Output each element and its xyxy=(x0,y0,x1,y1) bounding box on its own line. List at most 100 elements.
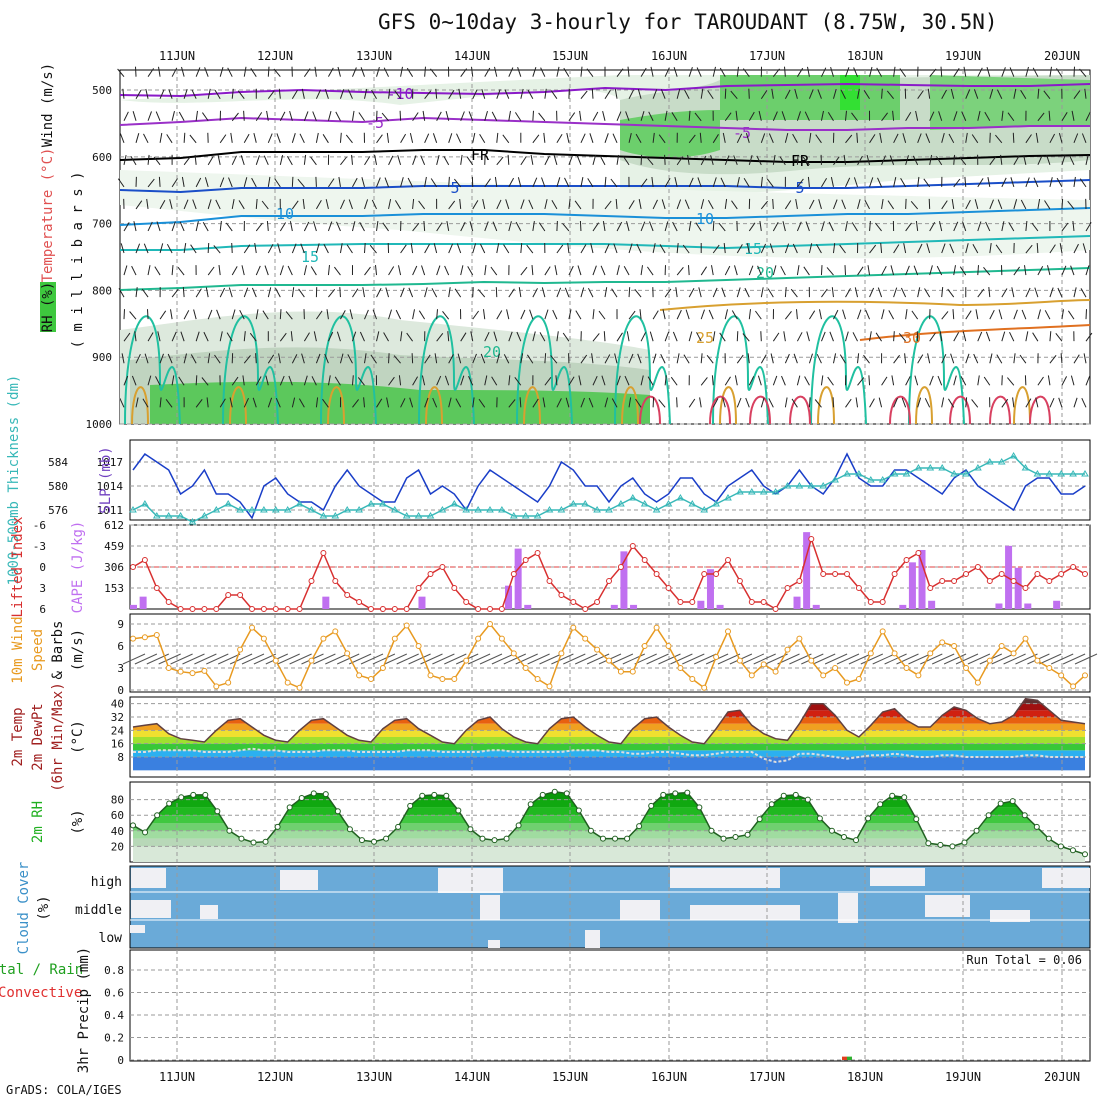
wind-barb xyxy=(580,133,586,144)
thickness-line-point xyxy=(866,476,875,483)
wind-barb xyxy=(123,375,129,386)
precip-tick: 0.2 xyxy=(104,1032,124,1045)
wind-barb xyxy=(448,133,453,143)
wind-barb xyxy=(352,177,358,188)
wind-barb xyxy=(229,397,233,408)
wind10m-line-point xyxy=(487,621,493,627)
slp-tick: 1017 xyxy=(97,456,124,469)
precip-bar-convective xyxy=(842,1056,847,1060)
wind-barb xyxy=(962,331,967,342)
wind-barb xyxy=(939,221,943,232)
wind-barb xyxy=(472,132,476,143)
wind10m-line-point xyxy=(237,646,244,653)
wind10m-line-point xyxy=(725,628,731,635)
wind-barb xyxy=(757,265,762,276)
contour-label: 15 xyxy=(301,248,319,266)
wind-barb xyxy=(1073,287,1077,298)
rh2m-line-point xyxy=(383,835,390,842)
wind-barb xyxy=(712,244,720,254)
wind-barb xyxy=(484,265,487,276)
wind-barb xyxy=(1032,332,1039,342)
thickness-line-point xyxy=(236,506,244,513)
wind-barb xyxy=(1013,199,1018,210)
wind-barb xyxy=(941,311,949,320)
wind-barb xyxy=(255,353,257,364)
wind-barb xyxy=(264,265,269,276)
wind-barb xyxy=(953,332,960,342)
wind-barb xyxy=(1085,375,1091,386)
contour-30 xyxy=(789,395,811,425)
wind-barb xyxy=(1056,177,1063,188)
rh2m-line-point xyxy=(804,796,811,803)
wind10m-line-point xyxy=(665,643,672,649)
wind10m-line-point xyxy=(249,624,255,631)
contour-label: -5 xyxy=(733,124,751,142)
wind-barb xyxy=(496,132,499,143)
temperature-contour xyxy=(120,235,1091,251)
wind10m-barb xyxy=(848,653,872,665)
wind-barb xyxy=(965,397,968,408)
wind-barb xyxy=(496,243,500,254)
wind10m-barb xyxy=(753,653,776,665)
wind-barb xyxy=(1010,177,1015,188)
wind-barb xyxy=(688,221,692,232)
wind-barb xyxy=(303,68,311,77)
rh2m-line-point xyxy=(226,827,233,834)
wind-barb xyxy=(460,111,465,121)
wind-barb xyxy=(965,310,972,320)
wind-barb xyxy=(207,156,214,166)
date-label-top: 14JUN xyxy=(454,49,490,63)
wind-barb xyxy=(708,309,714,320)
wind-barb xyxy=(628,89,635,99)
wind-barb xyxy=(444,265,450,276)
thickness-line-point xyxy=(1009,452,1018,459)
wind-barb xyxy=(556,331,559,342)
wind-barb xyxy=(1021,309,1027,320)
wind10m-panel xyxy=(129,613,1091,693)
wind-barb xyxy=(556,244,564,254)
rh2m-line-point xyxy=(346,826,353,833)
wind-barb xyxy=(975,309,979,320)
cape-bar xyxy=(322,596,330,609)
wind-barb xyxy=(1047,375,1051,386)
wind-barb xyxy=(856,132,859,143)
wind-barb xyxy=(676,199,682,210)
wind-barb xyxy=(869,244,877,254)
wind-barb xyxy=(830,176,834,187)
rh2m-line-point xyxy=(431,791,438,798)
li-tick: 3 xyxy=(39,582,46,595)
thickness-tick: 580 xyxy=(48,480,68,493)
thickness-line-point xyxy=(950,470,958,477)
wind-barb xyxy=(477,289,486,298)
wind-barb xyxy=(580,66,583,77)
wind-barb xyxy=(508,375,511,386)
wind-barb xyxy=(611,288,618,298)
wind-barb xyxy=(157,331,161,342)
wind-barb xyxy=(598,310,606,320)
wind-barb xyxy=(568,309,572,320)
wind-barb xyxy=(352,288,359,298)
wind10m-line-point xyxy=(963,665,969,671)
wind-barb xyxy=(171,178,178,188)
ylabel-wind10m-barbs: & Barbs xyxy=(50,620,66,679)
wind-barb xyxy=(784,287,787,298)
wind-barb xyxy=(927,88,931,99)
wind-barb xyxy=(553,155,558,165)
wind-barb xyxy=(760,176,763,187)
wind-barb xyxy=(146,198,149,209)
cloud-cell xyxy=(438,868,503,893)
wind-barb xyxy=(327,265,330,276)
wind-barb xyxy=(1009,331,1015,342)
temperature-contour xyxy=(119,267,1091,291)
wind-barb xyxy=(700,155,707,166)
wind10m-barb xyxy=(872,653,895,665)
wind-barb xyxy=(412,198,415,209)
wind-barb xyxy=(388,266,395,276)
wind-barb xyxy=(158,176,161,187)
rh2m-line-point xyxy=(202,791,209,798)
wind-barb xyxy=(243,177,248,188)
wind-barb xyxy=(1061,198,1064,209)
wind-barb xyxy=(1035,132,1039,143)
wind-barb xyxy=(1061,155,1066,165)
wind-barb xyxy=(1072,220,1075,232)
